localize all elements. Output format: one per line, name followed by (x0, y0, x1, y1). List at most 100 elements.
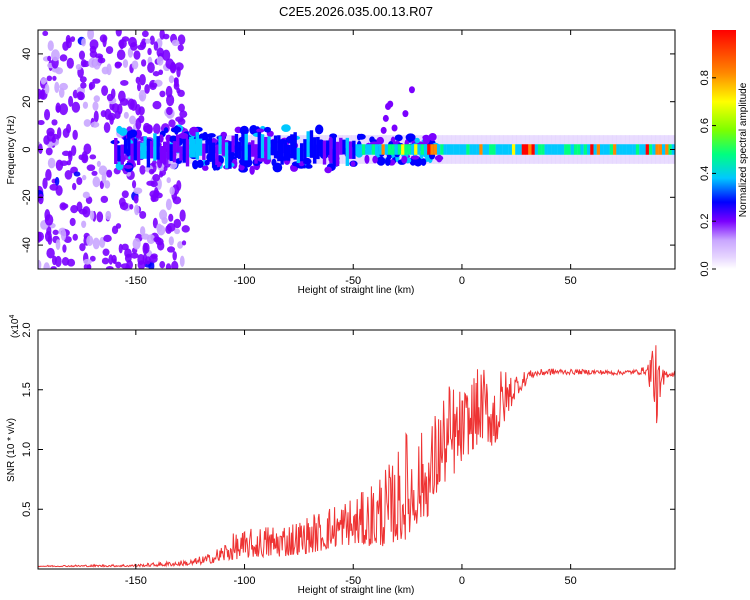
heatmap-band-cell (114, 137, 118, 165)
heatmap-band-cell (508, 144, 513, 155)
heatmap-band-cell (622, 144, 627, 155)
heatmap-band-cell (381, 144, 385, 155)
heatmap-speckle (159, 260, 166, 269)
heatmap-speckle (46, 131, 55, 142)
heatmap-band-cell (652, 144, 656, 155)
heatmap-band-cell (172, 141, 177, 163)
heatmap-band-cell (136, 143, 141, 165)
heatmap-speckle (158, 172, 164, 178)
heatmap-speckle (86, 164, 96, 172)
heatmap-speckle (86, 235, 94, 247)
heatmap-speckle (166, 177, 171, 184)
snr-series-line (38, 345, 675, 568)
heatmap-speckle (45, 147, 53, 156)
heatmap-speckle (137, 82, 142, 92)
heatmap-speckle (129, 115, 137, 125)
heatmap-band-cell (593, 144, 597, 155)
heatmap-band-cell (280, 139, 284, 165)
heatmap-speckle (156, 225, 166, 236)
heatmap-speckle (147, 47, 152, 56)
heatmap-speckle (125, 265, 131, 269)
heatmap-blob (384, 157, 391, 166)
heatmap-speckle (139, 226, 146, 236)
heatmap-band-cell (632, 144, 637, 155)
heatmap-band-cell (143, 136, 147, 159)
heatmap-speckle (146, 234, 156, 245)
colorbar-tick-label: 0.4 (699, 166, 711, 181)
heatmap-speckle (45, 169, 52, 181)
top-y-tick-label: 40 (21, 48, 33, 60)
heatmap-speckle (163, 165, 168, 172)
heatmap-blob (414, 137, 420, 144)
heatmap-band-cell (329, 138, 333, 164)
heatmap-speckle (139, 74, 146, 86)
heatmap-band-cell (573, 144, 578, 155)
heatmap-speckle (165, 198, 172, 211)
top-y-ticks: -40 -20 0 20 40 (21, 48, 675, 253)
heatmap-blob (281, 124, 291, 132)
heatmap-speckle (87, 30, 95, 40)
heatmap-speckle (60, 228, 67, 241)
heatmap-speckle (115, 223, 122, 229)
heatmap-band-cell (169, 144, 173, 162)
heatmap-band-cell (365, 144, 369, 155)
heatmap-speckle (66, 123, 71, 134)
heatmap-speckle (97, 57, 106, 64)
heatmap-speckle (55, 105, 62, 113)
heatmap-speckle (44, 83, 50, 95)
heatmap-speckle (89, 210, 95, 221)
bottom-y-axis-label: SNR (10 * v/v) (6, 418, 17, 482)
heatmap-speckle (139, 165, 146, 175)
heatmap-speckle (82, 191, 90, 199)
heatmap-speckle (50, 266, 57, 269)
heatmap-speckle (92, 237, 100, 250)
heatmap-band-cell (189, 136, 193, 158)
heatmap-band-cell (123, 138, 128, 154)
heatmap-speckle (96, 211, 104, 223)
bottom-y-tick-label: 0.5 (21, 502, 33, 517)
heatmap-speckle (168, 119, 176, 128)
heatmap-speckle (177, 118, 186, 126)
heatmap-speckle (150, 180, 158, 188)
heatmap-band-cell (417, 144, 421, 155)
heatmap-band-cell (264, 136, 268, 158)
heatmap-streak-blob (391, 124, 398, 132)
heatmap-speckle (49, 183, 59, 191)
heatmap-band-cell (433, 144, 438, 155)
heatmap-speckle (62, 244, 67, 253)
heatmap-band-cell (247, 144, 252, 161)
heatmap-blob (410, 155, 420, 160)
heatmap-band-cell (482, 144, 486, 155)
heatmap-speckle (75, 63, 82, 71)
heatmap-band-cell (580, 144, 584, 155)
heatmap-band-cell (528, 144, 532, 155)
heatmap-speckle (59, 202, 67, 211)
heatmap-band-cell (345, 137, 350, 166)
heatmap-speckle (156, 178, 162, 190)
heatmap-speckle (61, 150, 71, 157)
heatmap-speckle (42, 177, 48, 190)
heatmap-band-cell (596, 144, 601, 155)
heatmap-blob (315, 124, 324, 135)
heatmap-band-cell (658, 144, 663, 155)
heatmap-speckle (177, 89, 185, 98)
heatmap-speckle (152, 71, 160, 77)
heatmap-band-cell (195, 132, 200, 160)
heatmap-speckle (54, 255, 62, 268)
heatmap-band-cell (404, 144, 408, 155)
heatmap-blob (271, 158, 277, 167)
heatmap-speckle (141, 30, 149, 38)
heatmap-band-cell (234, 133, 239, 158)
heatmap-blob (204, 159, 210, 166)
heatmap-band-cell (414, 144, 418, 155)
heatmap-band-cell (378, 144, 382, 155)
heatmap-speckle (55, 239, 61, 250)
heatmap-band-cell (326, 140, 330, 155)
heatmap-speckle (168, 75, 175, 84)
bottom-x-tick-label: -100 (234, 575, 256, 587)
heatmap-band-cell (648, 144, 653, 155)
heatmap-speckle (124, 253, 132, 263)
heatmap-speckle (117, 103, 123, 115)
snr-background (38, 330, 675, 569)
heatmap-blob (379, 159, 386, 164)
